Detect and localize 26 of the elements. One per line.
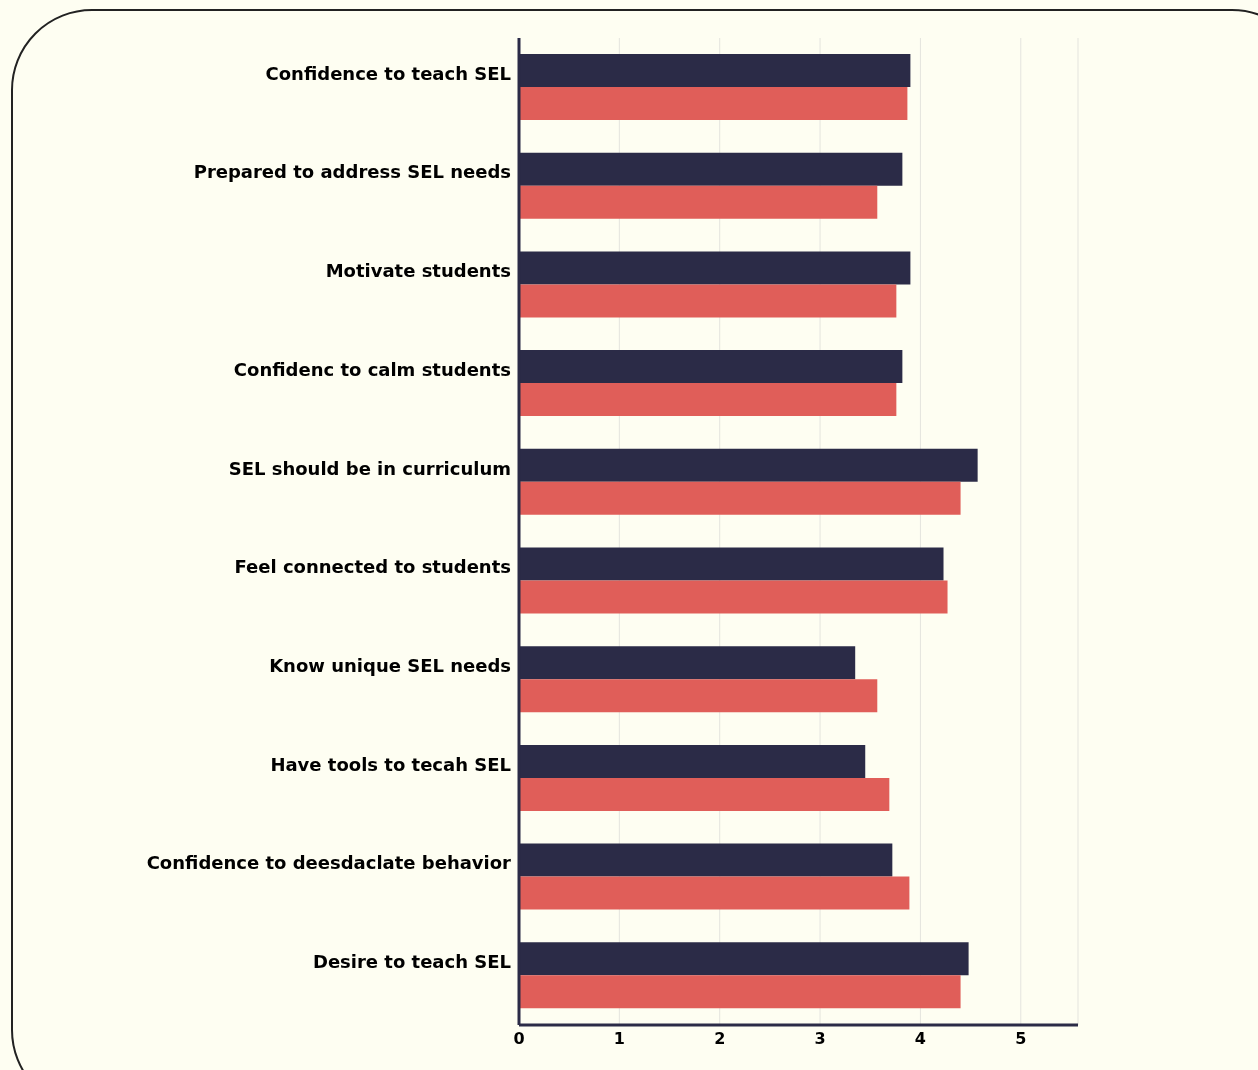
bar <box>519 679 878 713</box>
x-tick-label: 2 <box>714 1029 726 1049</box>
bar <box>519 876 910 910</box>
y-tick-label: Prepared to address SEL needs <box>193 161 511 183</box>
x-tick-label: 4 <box>914 1029 927 1049</box>
bar <box>519 87 908 120</box>
y-tick-label: Have tools to tecah SEL <box>270 753 511 775</box>
y-tick-label: Desire to teach SEL <box>312 951 511 973</box>
bar <box>519 383 897 417</box>
y-tick-label: Know unique SEL needs <box>269 654 511 676</box>
bar <box>519 580 948 614</box>
x-tick-label: 5 <box>1015 1029 1027 1049</box>
bar <box>519 284 897 318</box>
y-tick-label: Motivate students <box>325 260 511 282</box>
y-tick-label: Confidenc to calm students <box>233 358 511 380</box>
y-tick-label: Feel connected to students <box>234 556 511 578</box>
x-tick-label: 1 <box>613 1029 625 1049</box>
y-tick-label: SEL should be in curriculum <box>228 457 511 479</box>
x-tick-label: 3 <box>814 1029 826 1049</box>
bar <box>519 185 878 219</box>
y-tick-label: Confidence to deesdaclate behavior <box>146 852 512 874</box>
bar <box>519 975 961 1009</box>
bar <box>519 777 890 811</box>
y-tick-label: Confidence to teach SEL <box>265 62 511 84</box>
x-tick-label: 0 <box>513 1029 525 1049</box>
bar <box>519 481 961 515</box>
